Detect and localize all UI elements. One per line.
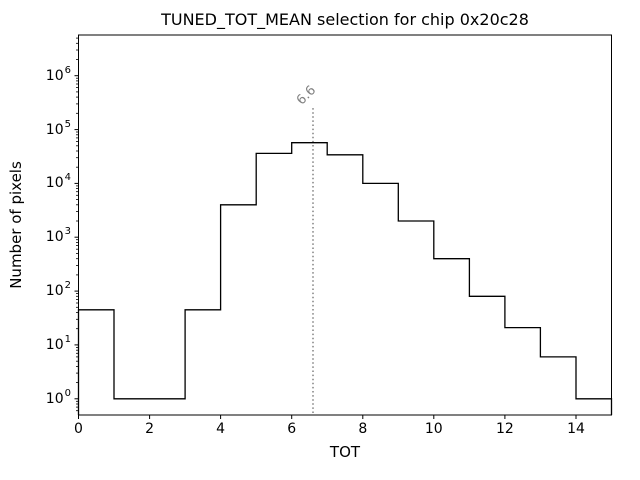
- y-tick-label: 10 2: [45, 280, 71, 300]
- x-tick-label: 10: [425, 421, 443, 437]
- chart-title: TUNED_TOT_MEAN selection for chip 0x20c2…: [161, 10, 529, 29]
- x-tick-label: 14: [567, 421, 585, 437]
- x-tick-label: 6: [287, 421, 296, 437]
- x-axis-label: TOT: [329, 443, 361, 461]
- x-tick-label: 4: [216, 421, 225, 437]
- y-tick-label: 10 0: [45, 387, 71, 407]
- y-tick-label: 10 4: [45, 172, 71, 192]
- y-tick-label: 10 3: [45, 226, 71, 246]
- y-tick-label: 10 6: [45, 64, 71, 84]
- y-tick-label: 10 5: [45, 118, 71, 138]
- x-tick-label: 12: [496, 421, 514, 437]
- x-tick-label: 8: [358, 421, 367, 437]
- axes-frame: [78, 34, 612, 416]
- threshold-label: 6.6: [294, 83, 319, 108]
- histogram-step-line: [77, 142, 613, 415]
- x-tick-label: 2: [145, 421, 154, 437]
- x-tick-label: 0: [74, 421, 83, 437]
- y-tick-label: 10 1: [45, 333, 71, 353]
